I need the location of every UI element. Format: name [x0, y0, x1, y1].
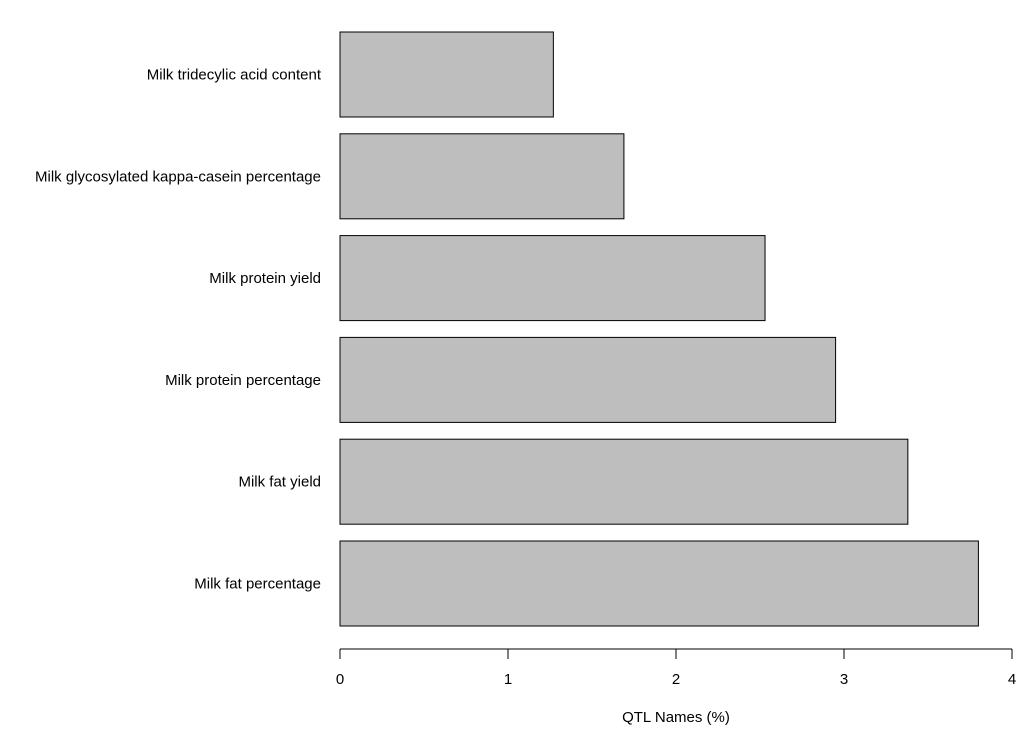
- category-label-3: Milk protein percentage: [165, 372, 321, 389]
- category-label-4: Milk fat yield: [238, 474, 321, 491]
- bar-5: [339, 540, 979, 627]
- bar-4: [339, 438, 909, 525]
- x-tick-label-0: 0: [336, 671, 344, 688]
- x-tick-label-4: 4: [1008, 671, 1016, 688]
- x-axis: 0 1 2 3 4: [336, 648, 1016, 688]
- x-axis-title: QTL Names (%): [622, 709, 730, 726]
- category-label-1: Milk glycosylated kappa-casein percentag…: [35, 168, 321, 185]
- category-label-0: Milk tridecylic acid content: [147, 67, 322, 84]
- category-label-5: Milk fat percentage: [194, 576, 321, 593]
- bar-3: [339, 336, 837, 423]
- bars-layer: [339, 31, 979, 627]
- bar-1: [339, 133, 625, 220]
- x-tick-label-1: 1: [504, 671, 512, 688]
- category-labels: Milk tridecylic acid content Milk glycosy…: [35, 67, 322, 593]
- category-label-2: Milk protein yield: [209, 270, 321, 287]
- bar-0: [339, 31, 554, 118]
- x-tick-label-3: 3: [840, 671, 848, 688]
- x-tick-label-2: 2: [672, 671, 680, 688]
- bar-2: [339, 235, 766, 322]
